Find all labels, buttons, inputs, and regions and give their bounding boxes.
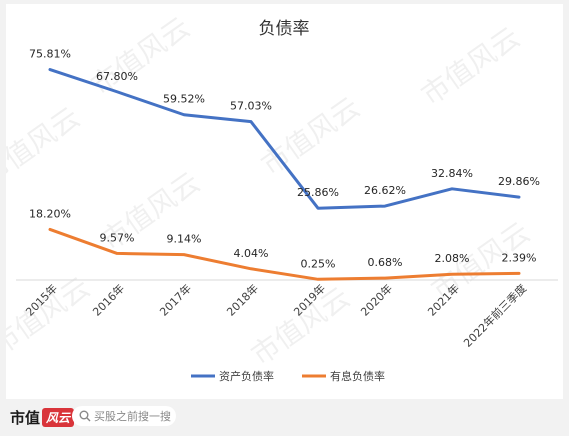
footer-bar: 市值 风云 买股之前搜一搜 (0, 399, 569, 436)
data-label: 0.25% (301, 257, 336, 270)
brand-badge: 风云 (42, 408, 75, 427)
series-line-0 (48, 68, 521, 210)
search-box[interactable]: 买股之前搜一搜 (72, 406, 176, 426)
data-label: 25.86% (297, 186, 339, 199)
data-label: 59.52% (163, 93, 205, 106)
search-icon (76, 406, 94, 426)
data-label: 75.81% (29, 48, 71, 61)
data-label: 26.62% (364, 184, 406, 197)
data-label: 29.86% (498, 175, 540, 188)
data-label: 9.14% (167, 233, 202, 246)
x-tick-label: 2016年 (90, 281, 127, 318)
legend: 资产负债率 有息负债率 (191, 369, 385, 383)
data-label: 57.03% (230, 100, 272, 113)
data-label: 2.08% (435, 252, 470, 265)
legend-label: 资产负债率 (219, 369, 274, 383)
data-label: 67.80% (96, 70, 138, 83)
watermark-text: 市值风云 (245, 281, 356, 372)
series-layer (48, 68, 521, 281)
chart-card: 市值风云 市值风云 市值风云 市值风云 市值风云 市值风云 市值风云 市值风云 负债率 75.… (6, 4, 563, 399)
series-line-1 (48, 227, 521, 281)
data-label: 32.84% (431, 167, 473, 180)
x-tick-label: 2018年 (224, 281, 261, 318)
chart-title: 负债率 (259, 19, 310, 39)
data-labels-layer: 75.81% 67.80% 59.52% 57.03% 25.86% 26.62% 32.8… (29, 48, 540, 271)
x-tick-label: 2022年前三季度 (461, 281, 530, 350)
data-label: 4.04% (234, 247, 269, 260)
watermark-text: 市值风云 (415, 21, 526, 112)
data-label: 9.57% (100, 231, 135, 244)
search-placeholder: 买股之前搜一搜 (94, 410, 171, 423)
x-tick-label: 2020年 (358, 281, 395, 318)
data-label: 0.68% (368, 256, 403, 269)
brand-logo: 市值 风云 (10, 407, 75, 428)
watermark-text: 市值风云 (6, 101, 86, 192)
brand-name: 市值 (10, 409, 41, 427)
data-label: 18.20% (29, 207, 71, 220)
legend-label: 有息负债率 (330, 369, 385, 383)
data-label: 2.39% (502, 251, 537, 264)
x-tick-label: 2017年 (157, 281, 194, 318)
